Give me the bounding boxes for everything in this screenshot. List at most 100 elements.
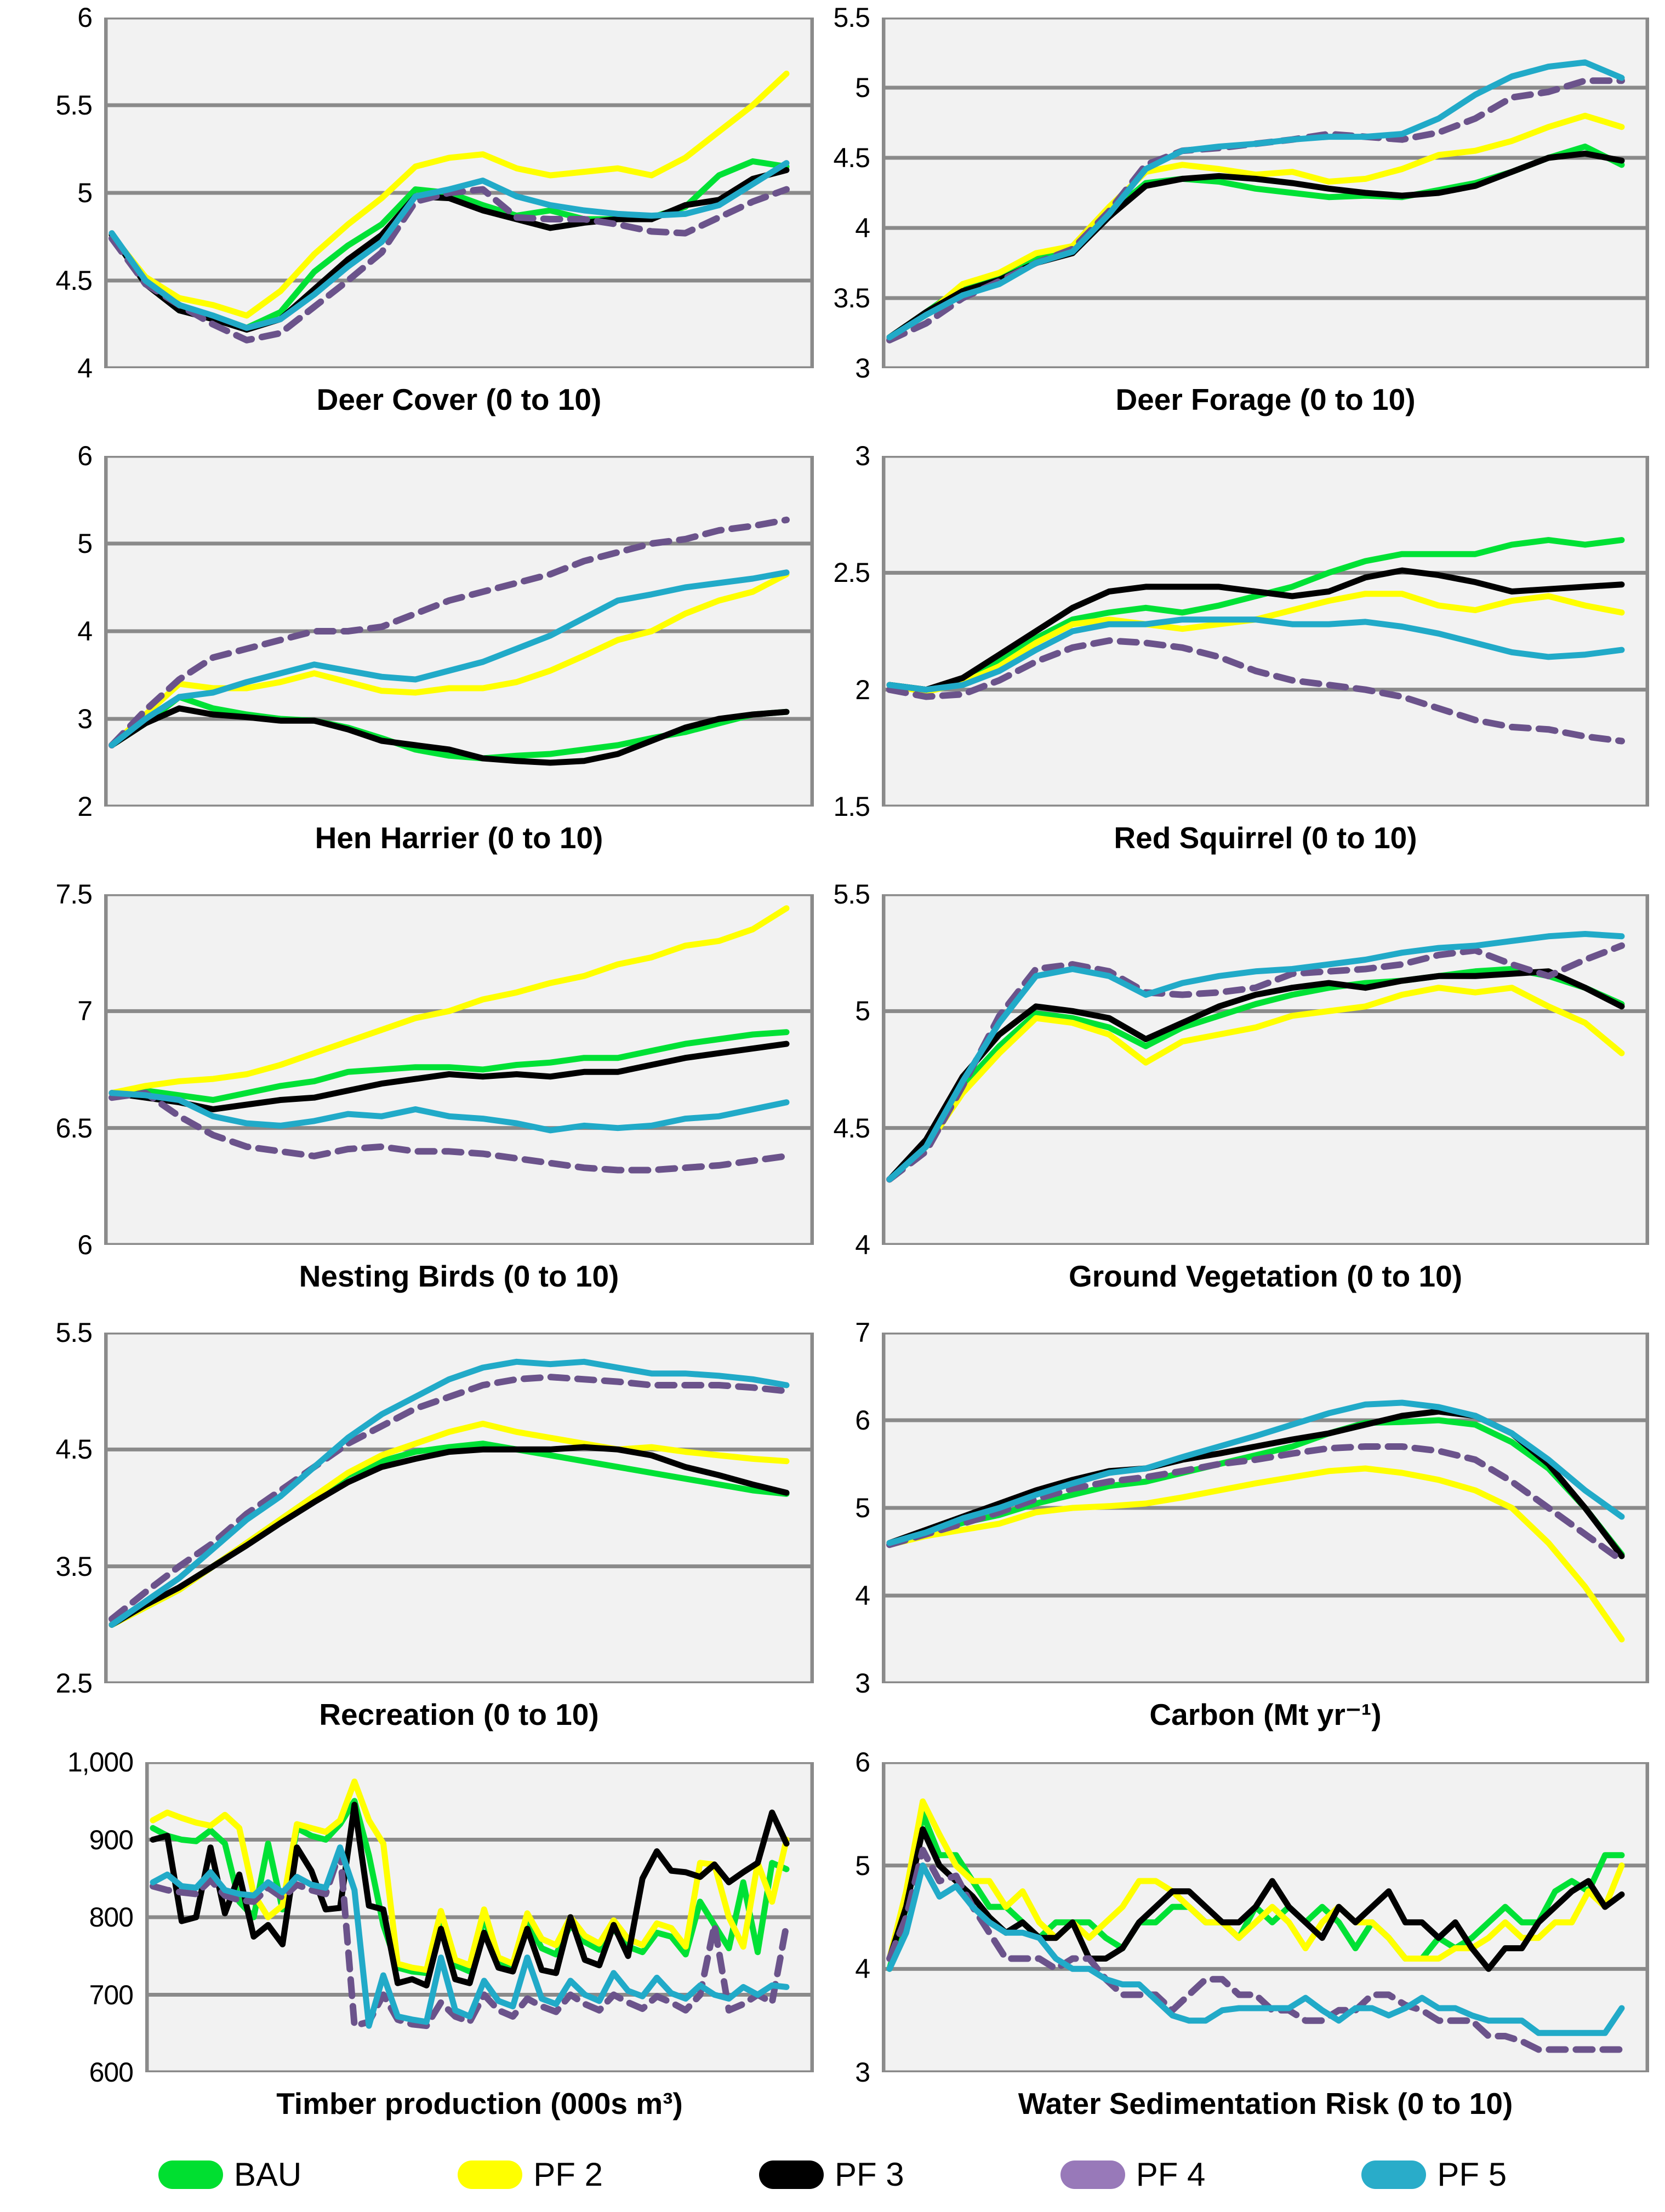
series-line-pf4 <box>150 1848 790 2030</box>
y-axis-tick-label: 4.5 <box>833 1112 870 1144</box>
series-line-pf4 <box>886 1443 1625 1564</box>
chart-nesting-birds: 6 6.5 7 7.5 Nesting Birds (0 to 10) <box>0 877 832 1315</box>
chart-title-hen-harrier: Hen Harrier (0 to 10) <box>315 821 603 855</box>
chart-hen-harrier: 2 3 4 5 6 Hen Harrier (0 to 10) <box>0 438 832 877</box>
series-line-pf5 <box>886 616 1625 693</box>
y-axis-tick-label: 5 <box>77 178 93 208</box>
chart-title-red-squirrel: Red Squirrel (0 to 10) <box>1114 821 1417 855</box>
series-line-pf2 <box>886 1798 1625 1962</box>
plot-area-ground-vegetation <box>882 894 1649 1245</box>
y-axis-tick-label: 600 <box>89 2057 134 2088</box>
legend-swatch-pf5 <box>1361 2160 1427 2189</box>
plot-area-hen-harrier <box>104 456 814 807</box>
plot-area-deer-forage <box>882 18 1649 368</box>
y-axis-tick-label: 4.5 <box>833 142 870 173</box>
y-axis-tick-label: 3.5 <box>833 283 870 313</box>
plot-area-deer-cover <box>104 18 814 368</box>
y-axis-tick-label: 800 <box>89 1902 134 1933</box>
y-axis-tick-label: 6.5 <box>55 1112 93 1144</box>
series-line-bau <box>109 1029 790 1103</box>
plot-area-water-sedimentation-risk <box>882 1762 1649 2072</box>
chart-timber: 600 700 800 900 1,000 Timber production (000s… <box>0 1747 832 2137</box>
series-line-pf4 <box>886 1847 1625 2053</box>
y-axis-tick-label: 5 <box>855 996 870 1027</box>
legend-item-bau: BAU <box>158 2156 301 2194</box>
plot-area-timber <box>145 1762 814 2072</box>
series-line-pf5 <box>109 160 790 331</box>
y-axis-tick-label: 4 <box>855 1230 870 1260</box>
y-axis-tick-label: 6 <box>855 1405 870 1436</box>
y-axis-tick-label: 4 <box>855 1953 870 1985</box>
y-axis-tick-label: 3.5 <box>55 1551 93 1582</box>
series-line-bau <box>886 537 1625 693</box>
series-line-pf3 <box>150 1802 790 1988</box>
y-axis-tick-label: 900 <box>89 1824 134 1855</box>
series-line-pf2 <box>886 985 1625 1182</box>
legend-label-pf4: PF 4 <box>1136 2156 1206 2193</box>
chart-title-nesting-birds: Nesting Birds (0 to 10) <box>299 1259 619 1293</box>
y-axis-tick-label: 6 <box>77 1230 93 1260</box>
legend-item-pf4: PF 4 <box>1060 2156 1206 2194</box>
y-axis-tick-label: 6 <box>855 1747 870 1777</box>
y-axis-tick-label: 6 <box>77 441 93 471</box>
legend-label-pf3: PF 3 <box>834 2156 904 2193</box>
chart-deer-cover: 4 4.5 5 5.5 6 Deer Cover (0 to 10) <box>0 0 832 438</box>
chart-carbon: 3 4 5 6 7 Carbon (Mt yr⁻¹) <box>832 1315 1665 1753</box>
series-line-pf5 <box>886 1399 1625 1546</box>
y-axis-tick-label: 5.5 <box>833 879 870 910</box>
y-axis-tick-label: 7 <box>77 996 93 1027</box>
legend-label-pf2: PF 2 <box>533 2156 603 2193</box>
legend-swatch-pf2 <box>458 2160 523 2189</box>
series-line-pf4 <box>886 637 1625 745</box>
y-axis-tick-label: 5 <box>855 72 870 103</box>
series-line-pf2 <box>109 70 790 319</box>
series-line-pf3 <box>886 968 1625 1182</box>
y-axis-tick-label: 5 <box>77 528 93 559</box>
plot-area-recreation <box>104 1333 814 1683</box>
series-line-pf5 <box>150 1844 790 2029</box>
legend-item-pf5: PF 5 <box>1361 2156 1507 2194</box>
y-axis-tick-label: 1.5 <box>833 791 870 822</box>
chart-title-ground-vegetation: Ground Vegetation (0 to 10) <box>1068 1259 1463 1293</box>
plot-area-red-squirrel <box>882 456 1649 807</box>
y-axis-tick-label: 1,000 <box>67 1747 134 1777</box>
chart-title-water-sedimentation-risk: Water Sedimentation Risk (0 to 10) <box>1018 2087 1513 2120</box>
series-line-pf5 <box>109 1090 790 1134</box>
series-line-pf4 <box>109 186 790 344</box>
y-axis-tick-label: 700 <box>89 1979 134 2010</box>
y-axis-tick-label: 3 <box>855 1668 870 1699</box>
chart-ground-vegetation: 4 4.5 5 5.5 Ground Vegetation (0 to 10) <box>832 877 1665 1315</box>
series-line-pf2 <box>886 1465 1625 1643</box>
plot-area-nesting-birds <box>104 894 814 1245</box>
series-line-pf4 <box>109 1089 790 1174</box>
y-axis-tick-label: 2 <box>855 674 870 705</box>
y-axis-tick-label: 2.5 <box>55 1668 93 1699</box>
series-line-pf2 <box>109 905 790 1096</box>
charts-grid: 4 4.5 5 5.5 6 Deer Cover (0 to 10) 3 3.5 4 4.5 5 5.… <box>0 0 1665 2137</box>
chart-water-sedimentation-risk: 3 4 5 6 Water Sedimentation Risk (0 to 10) <box>832 1747 1665 2137</box>
y-axis-tick-label: 7.5 <box>55 879 93 910</box>
series-line-pf3 <box>109 1041 790 1112</box>
y-axis-tick-label: 5 <box>855 1850 870 1881</box>
y-axis-tick-label: 5.5 <box>55 1317 93 1348</box>
legend-item-pf3: PF 3 <box>759 2156 904 2194</box>
legend-swatch-pf4 <box>1060 2160 1125 2189</box>
y-axis-tick-label: 3 <box>855 441 870 471</box>
legend-item-pf2: PF 2 <box>458 2156 603 2194</box>
series-line-pf4 <box>886 942 1625 1183</box>
y-axis-tick-label: 4 <box>855 213 870 243</box>
y-axis-tick-label: 4.5 <box>55 1434 93 1465</box>
y-axis-tick-label: 5.5 <box>833 2 870 33</box>
y-axis-tick-label: 2 <box>77 791 93 822</box>
y-axis-tick-label: 3 <box>77 704 93 734</box>
series-line-pf3 <box>109 1444 790 1628</box>
series-line-pf5 <box>109 569 790 748</box>
y-axis-tick-label: 4 <box>77 616 93 647</box>
series-line-pf5 <box>109 1358 790 1628</box>
chart-title-deer-cover: Deer Cover (0 to 10) <box>316 382 602 416</box>
y-axis-tick-label: 4 <box>77 353 93 384</box>
series-line-pf3 <box>886 1826 1625 1972</box>
series-line-pf5 <box>886 1862 1625 2036</box>
chart-title-timber: Timber production (000s m³) <box>276 2087 683 2120</box>
